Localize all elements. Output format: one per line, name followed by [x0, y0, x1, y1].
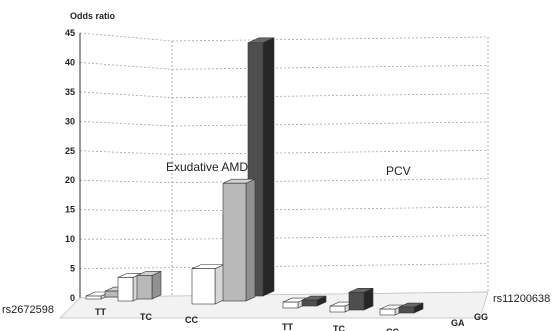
gridline-left-5 [79, 150, 173, 155]
gridline-back-6 [171, 121, 489, 127]
bar-5-0 [379, 308, 396, 316]
panel-label-exudative-amd: Exudative AMD [166, 160, 248, 174]
bar-2-1-side [245, 178, 256, 302]
z-label-gg: GG [474, 312, 488, 322]
bar-1-1 [136, 275, 153, 300]
y-tick-label-3: 15 [65, 205, 75, 215]
category-label-2: CC [185, 315, 198, 325]
bars [85, 37, 424, 316]
z-axis-name: rs11200638 [493, 293, 550, 305]
y-tick-label-6: 30 [65, 116, 75, 126]
gridline-left-1 [79, 267, 173, 269]
gridline-back-8 [171, 64, 489, 70]
x-axis-name: rs2672598 [2, 304, 54, 316]
y-tick-label-2: 10 [65, 234, 75, 244]
category-label-4: TC [333, 324, 345, 331]
gridline-back-4 [171, 178, 489, 184]
bar-0-0 [85, 295, 102, 300]
gridline-left-7 [79, 91, 173, 99]
gridline-back-2 [171, 234, 489, 240]
gridline-back-9 [171, 36, 489, 42]
gridline-left-6 [79, 120, 173, 127]
bar-2-0-side [214, 264, 225, 305]
z-label-ga: GA [451, 318, 465, 328]
bar-4-1 [348, 292, 365, 311]
gridline-back-7 [171, 93, 489, 99]
bar-5-1 [398, 306, 415, 314]
gridline-left-4 [79, 179, 173, 184]
y-tick-label-5: 25 [65, 146, 75, 156]
bar-2-1 [222, 182, 247, 302]
y-tick-label-0: 0 [70, 293, 75, 303]
y-tick-label-8: 40 [65, 57, 75, 67]
labels: Odds ratio rs2672598 rs11200638 Exudativ… [2, 11, 550, 331]
bar-1-1-side [151, 270, 162, 300]
gridline-left-3 [79, 209, 173, 212]
bar-4-0 [329, 305, 346, 313]
category-label-0: TT [95, 307, 106, 317]
panel-label-pcv: PCV [386, 164, 411, 178]
bar-3-0 [282, 301, 299, 309]
category-label-3: TT [282, 322, 293, 331]
category-label-1: TC [140, 312, 152, 322]
y-tick-label-1: 5 [70, 264, 75, 274]
gridline-back-5 [171, 149, 489, 155]
y-tick-label-7: 35 [65, 87, 75, 97]
gridline-left-8 [79, 62, 173, 70]
bar-2-0 [191, 268, 216, 305]
bar-1-0 [117, 277, 134, 302]
y-tick-label-9: 45 [65, 28, 75, 38]
category-label-5: CC [386, 327, 399, 331]
gridline-back-3 [171, 206, 489, 212]
gridline-left-9 [79, 32, 173, 42]
y-axis-title: Odds ratio [70, 11, 116, 21]
bar-3-1 [301, 299, 318, 307]
back-bar-0-1-side [262, 37, 275, 297]
y-tick-label-4: 20 [65, 175, 75, 185]
